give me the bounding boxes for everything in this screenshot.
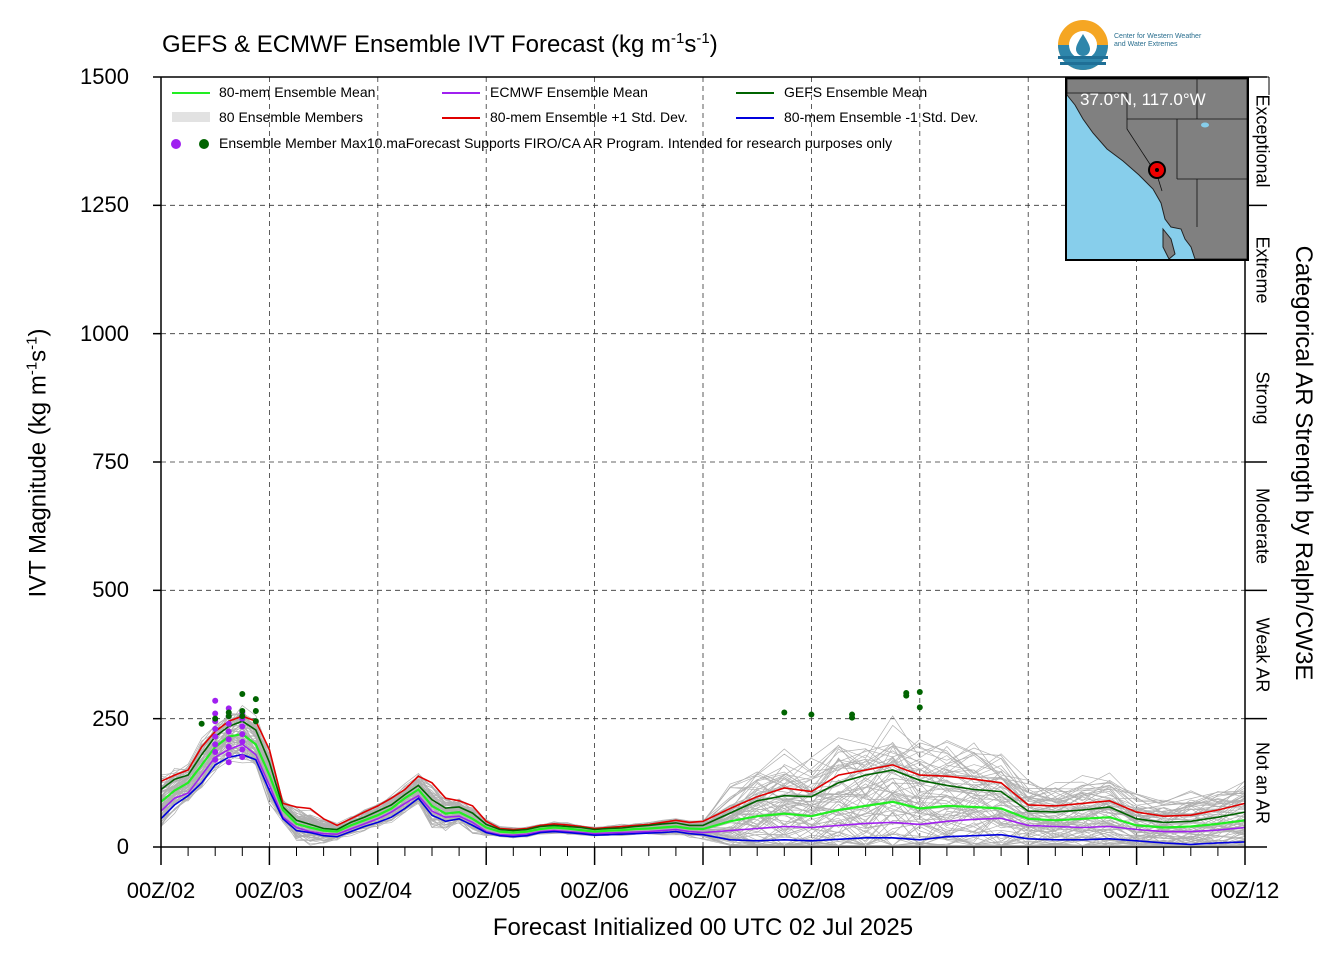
- gefs-max-point: [239, 691, 246, 698]
- gefs-max-point: [252, 696, 259, 703]
- right-axis-label: Categorical AR Strength by Ralph/CW3E: [1290, 245, 1317, 681]
- gefs-max-point: [916, 704, 923, 711]
- x-tick-label: 00Z/05: [451, 878, 521, 903]
- ecmwf-max-point: [225, 743, 232, 750]
- ecmwf-mean-line: [160, 743, 1246, 837]
- gefs-max-point: [808, 711, 815, 718]
- ar-category-label: Extreme: [1252, 235, 1273, 304]
- cw3e-logo: [1058, 18, 1238, 72]
- x-tick-label: 00Z/04: [343, 878, 413, 903]
- y-tick-label: 0: [116, 834, 129, 859]
- cw3e-logo-text: Center for Western Weather and Water Extr…: [1114, 33, 1202, 48]
- ecmwf-max-point: [212, 756, 219, 763]
- y-axis-label: IVT Magnitude (kg m-1s-1): [23, 328, 52, 598]
- ecmwf-max-point: [212, 697, 219, 704]
- x-tick-label: 00Z/03: [235, 878, 304, 903]
- x-tick-label: 00Z/09: [885, 878, 955, 903]
- ecmwf-max-point: [212, 749, 219, 756]
- x-tick-label: 00Z/12: [1210, 878, 1280, 903]
- ecmwf-max-point: [239, 746, 246, 753]
- plus1-std-line: [160, 715, 1246, 831]
- cw3e-logo-icon: [1058, 20, 1108, 70]
- ecmwf-max-point: [212, 725, 219, 732]
- gefs-max-point: [903, 690, 910, 696]
- x-tick-label: 00Z/10: [993, 878, 1063, 903]
- legend-max-label: Ensemble Member Max10.maForecast Support…: [219, 135, 893, 151]
- y-tick-label: 750: [92, 449, 129, 474]
- ecmwf-max-point: [212, 733, 219, 740]
- gefs-max-point: [252, 707, 259, 714]
- x-axis-label: Forecast Initialized 00 UTC 02 Jul 2025: [492, 914, 914, 941]
- gefs-max-point: [212, 715, 219, 722]
- gefs-max-point: [916, 688, 923, 695]
- ar-category-label: Strong: [1252, 371, 1273, 425]
- ensemble-member-line: [160, 715, 1246, 831]
- y-tick-label: 500: [92, 577, 129, 603]
- ecmwf-max-point: [239, 723, 246, 730]
- legend-plus1-label: 80-mem Ensemble +1 Std. Dev.: [490, 109, 688, 125]
- ar-category-label: Exceptional: [1252, 94, 1273, 188]
- y-tick-label: 1250: [80, 192, 129, 218]
- gefs-max-point: [239, 713, 246, 720]
- location-map: [1065, 77, 1249, 261]
- y-tick-label: 1500: [80, 64, 129, 89]
- x-tick-label: 00Z/06: [560, 878, 629, 903]
- gefs-max-point: [198, 720, 205, 727]
- ecmwf-max-point: [225, 705, 232, 712]
- legend-ecmwf-label: ECMWF Ensemble Mean: [490, 84, 648, 100]
- mean80-line: [160, 732, 1246, 834]
- x-tick-label: 00Z/08: [777, 878, 846, 903]
- series-lines: [160, 715, 1246, 846]
- map-svg: [1067, 79, 1247, 259]
- gefs-max-point: [849, 711, 856, 718]
- ecmwf-max-point: [212, 710, 219, 717]
- legend-members-label: 80 Ensemble Members: [219, 109, 363, 125]
- x-tick-label: 00Z/07: [668, 878, 738, 903]
- gefs-max-point: [239, 707, 246, 714]
- y-tick-label: 1000: [80, 320, 129, 346]
- ecmwf-max-point: [225, 759, 232, 766]
- legend-mean80-label: 80-mem Ensemble Mean: [219, 84, 376, 100]
- legend-gefs-max-dot: [199, 139, 209, 149]
- x-tick-label: 00Z/11: [1103, 878, 1171, 903]
- ecmwf-max-point: [212, 741, 219, 748]
- axes: [153, 76, 1270, 865]
- ar-category-label: Moderate: [1252, 488, 1273, 565]
- gefs-max-point: [781, 709, 788, 716]
- ecmwf-max-point: [225, 720, 232, 727]
- legend-gefs-label: GEFS Ensemble Mean: [784, 84, 928, 100]
- map-location-label: 37.0°N, 117.0°W: [1080, 90, 1206, 109]
- gefs-mean-line: [160, 720, 1246, 832]
- ensemble-max-points: [198, 688, 923, 766]
- ecmwf-max-point: [225, 728, 232, 735]
- gefs-max-point: [225, 709, 232, 716]
- x-tick-label: 00Z/02: [126, 878, 196, 903]
- legend-ecmwf-max-dot: [171, 139, 181, 149]
- ecmwf-max-point: [239, 754, 246, 761]
- ecmwf-max-point: [225, 751, 232, 758]
- legend-symbols: [171, 92, 774, 149]
- ecmwf-max-point: [225, 736, 232, 743]
- ar-category-label: Not an AR: [1252, 741, 1273, 824]
- ar-category-label: Weak AR: [1252, 617, 1273, 692]
- ensemble-member-line: [160, 747, 1245, 846]
- ecmwf-max-point: [239, 738, 246, 745]
- legend-minus1-label: 80-mem Ensemble -1 Std. Dev.: [784, 109, 979, 125]
- gefs-max-point: [252, 718, 259, 725]
- minus1-std-line: [160, 753, 1246, 846]
- chart-title: GEFS & ECMWF Ensemble IVT Forecast (kg m…: [162, 30, 718, 58]
- y-tick-label: 250: [92, 705, 129, 731]
- ecmwf-max-point: [239, 731, 246, 738]
